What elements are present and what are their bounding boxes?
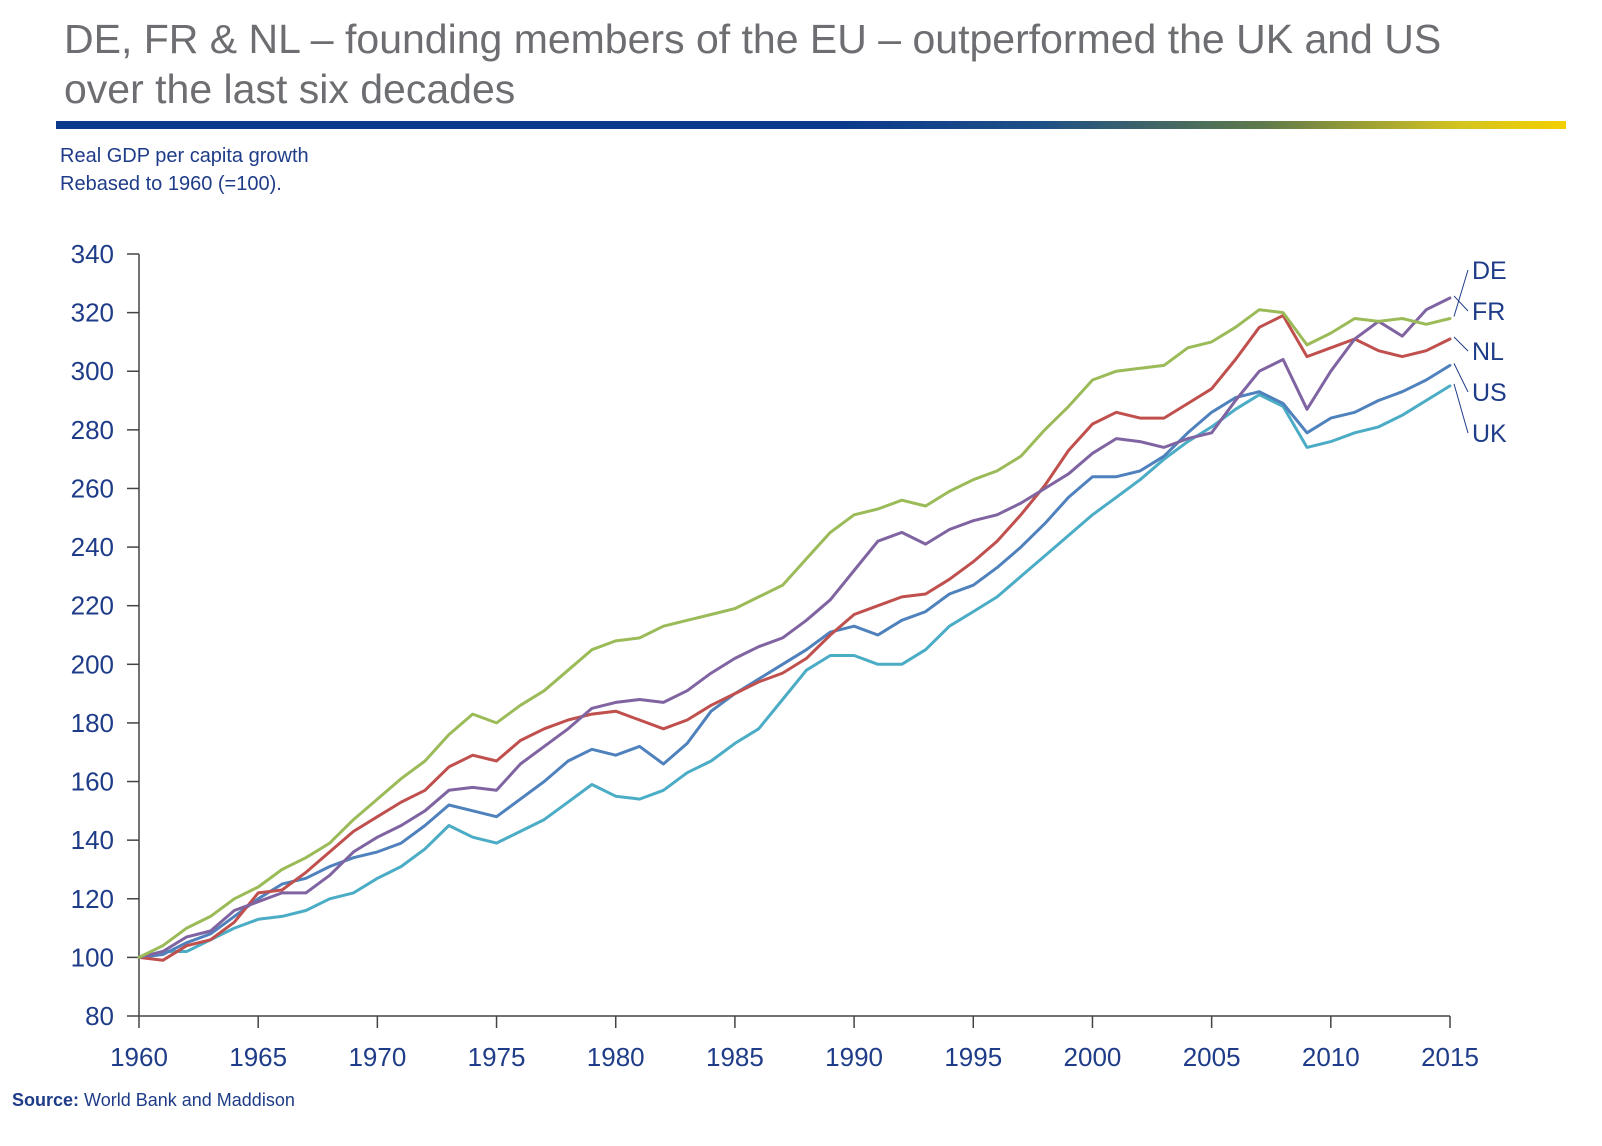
title-line-2: over the last six decades [64, 66, 516, 112]
series-label-nl: NL [1472, 338, 1504, 366]
y-tick-label: 160 [71, 767, 114, 797]
y-tick-label: 340 [71, 239, 114, 269]
title-divider [56, 121, 1566, 129]
chart-series-lines [137, 296, 1452, 962]
source-text: World Bank and Maddison [84, 1090, 295, 1110]
chart-legend-labels: DE FR NL US UK [1453, 257, 1507, 448]
leader-line-us [1453, 363, 1469, 393]
series-label-us: US [1472, 379, 1507, 407]
y-tick-label: 240 [71, 532, 114, 562]
y-tick-label: 140 [71, 825, 114, 855]
y-tick-label: 100 [71, 942, 114, 972]
y-tick-label: 260 [71, 473, 114, 503]
series-line-us [137, 363, 1452, 959]
x-tick-label: 2005 [1183, 1042, 1241, 1072]
x-tick-label: 1960 [110, 1042, 168, 1072]
x-tick-label: 2010 [1302, 1042, 1360, 1072]
leader-line-de [1453, 269, 1469, 317]
series-line-nl [137, 314, 1452, 962]
subtitle-line-1: Real GDP per capita growth [60, 145, 309, 167]
series-line-uk [137, 384, 1452, 959]
x-tick-label: 1990 [825, 1042, 883, 1072]
chart-axes: 80 100 120 140 160 180 200 220 240 260 280 300 320 34… [71, 239, 1479, 1072]
leader-line-fr [1453, 295, 1469, 312]
page-title: DE, FR & NL – founding members of the EU… [64, 14, 1564, 114]
x-tick-label: 1980 [587, 1042, 645, 1072]
chart-subtitle: Real GDP per capita growth Rebased to 19… [60, 142, 309, 198]
x-tick-label: 1975 [468, 1042, 526, 1072]
y-tick-label: 120 [71, 884, 114, 914]
source-label: Source: [12, 1090, 80, 1110]
series-line-de [137, 308, 1452, 959]
series-line-fr [137, 296, 1452, 959]
x-tick-label: 2015 [1421, 1042, 1479, 1072]
source-note: Source: World Bank and Maddison [12, 1090, 295, 1111]
series-label-uk: UK [1472, 420, 1507, 448]
subtitle-line-2: Rebased to 1960 (=100). [60, 173, 282, 195]
leader-line-nl [1453, 336, 1469, 352]
series-label-fr: FR [1472, 298, 1505, 326]
y-tick-label: 280 [71, 415, 114, 445]
title-line-1: DE, FR & NL – founding members of the EU… [64, 16, 1442, 62]
x-tick-label: 1985 [706, 1042, 764, 1072]
y-tick-label: 80 [85, 1001, 114, 1031]
y-tick-label: 180 [71, 708, 114, 738]
y-tick-label: 200 [71, 649, 114, 679]
x-tick-label: 1970 [348, 1042, 406, 1072]
x-tick-label: 1995 [944, 1042, 1002, 1072]
series-label-de: DE [1472, 257, 1507, 285]
x-tick-label: 2000 [1064, 1042, 1122, 1072]
y-tick-label: 300 [71, 356, 114, 386]
x-tick-label: 1965 [229, 1042, 287, 1072]
leader-line-uk [1453, 383, 1469, 434]
y-tick-label: 220 [71, 591, 114, 621]
y-tick-label: 320 [71, 298, 114, 328]
